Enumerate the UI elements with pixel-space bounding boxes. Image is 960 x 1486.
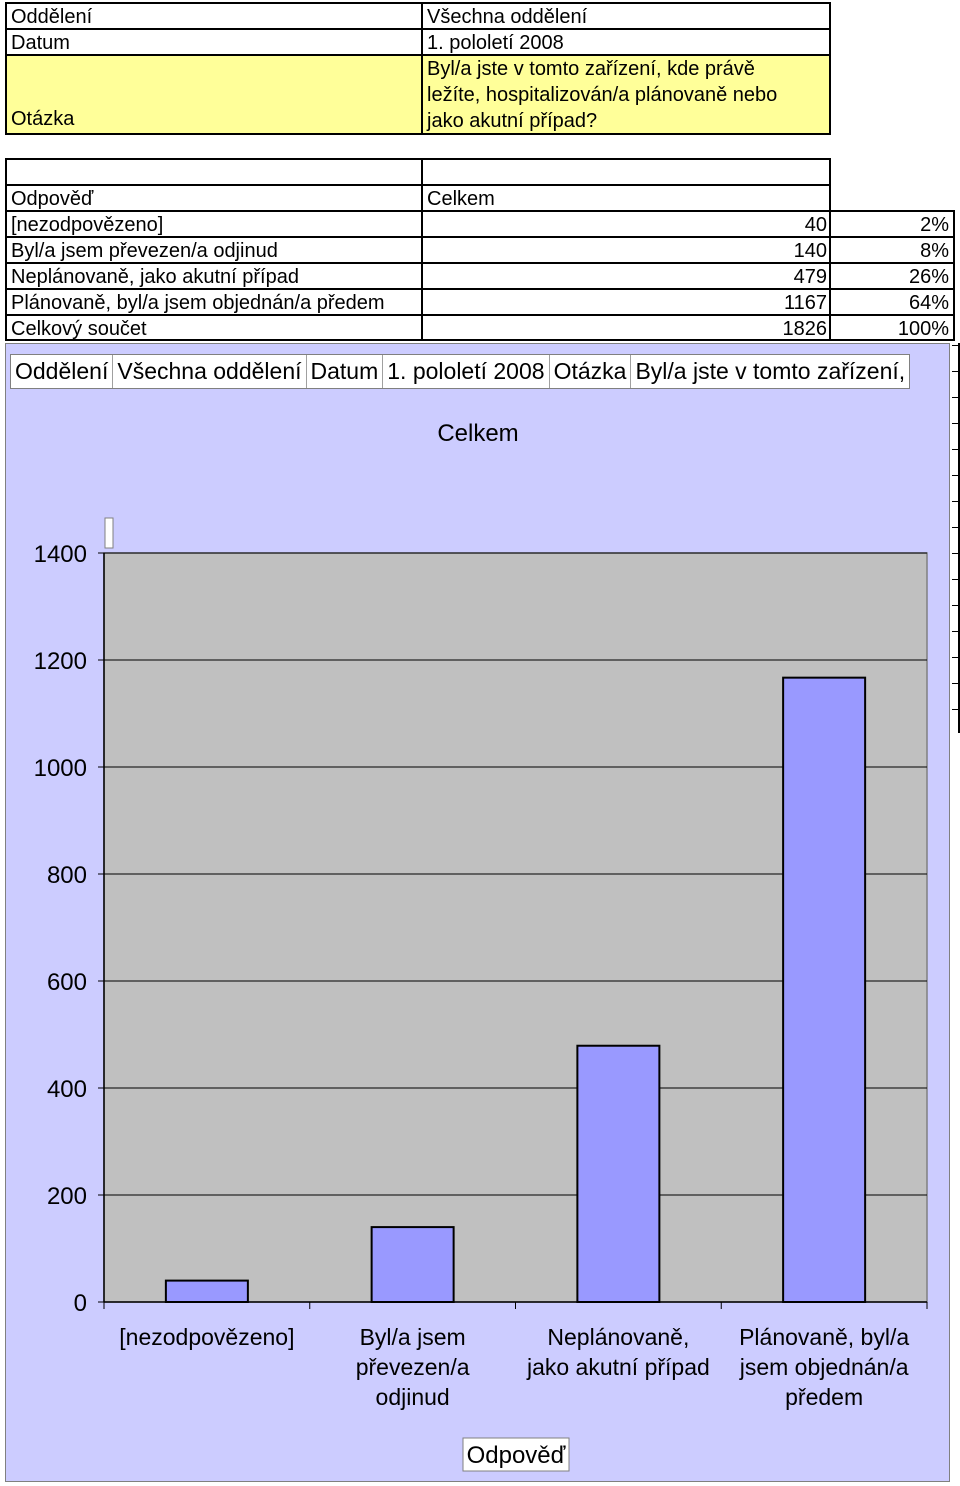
x-tick-label: jako akutní případ (526, 1354, 710, 1380)
x-tick-label: předem (785, 1384, 863, 1410)
y-tick-label: 200 (47, 1183, 87, 1210)
oddeleni-value: Všechna oddělení (421, 2, 831, 29)
edge-tick (952, 475, 958, 476)
x-tick-label: Byl/a jsem (360, 1324, 466, 1350)
x-tick-label: Plánovaně, byl/a (739, 1324, 909, 1350)
x-tick-label: odjinud (376, 1384, 450, 1410)
y-tick-label: 1400 (34, 541, 87, 568)
pivot-filter-bar: Oddělení Všechna oddělení Datum 1. polol… (10, 354, 911, 389)
y-tick-label: 1000 (34, 755, 87, 782)
edge-tick (952, 657, 958, 658)
table-row-count: 1167 (421, 288, 831, 315)
table-row-label: [nezodpovězeno] (5, 210, 423, 237)
x-tick-label: Neplánovaně, (547, 1324, 689, 1350)
edge-tick (952, 449, 958, 450)
table-row-count: 140 (421, 236, 831, 263)
table-row-label: Plánovaně, byl/a jsem objednán/a předem (5, 288, 423, 315)
datum-label: Datum (5, 28, 423, 55)
edge-tick (952, 397, 958, 398)
edge-tick (952, 501, 958, 502)
edge-tick (952, 423, 958, 424)
table-row-count: 479 (421, 262, 831, 289)
otazka-value: Byl/a jste v tomto zařízení, kde právě l… (421, 54, 831, 135)
otazka-line-1: Byl/a jste v tomto zařízení, kde právě (427, 58, 755, 80)
edge-tick (952, 709, 958, 710)
bar (782, 676, 867, 1303)
x-tick-label: převezen/a (356, 1354, 470, 1380)
edge-tick (952, 527, 958, 528)
y-tick-label: 800 (47, 862, 87, 889)
bar (164, 1279, 249, 1303)
table-row-label: Celkový součet (5, 314, 423, 341)
table-row-label: Byl/a jsem převezen/a odjinud (5, 236, 423, 263)
x-axis-field-button[interactable]: Odpověď (467, 1442, 566, 1469)
edge-tick (952, 631, 958, 632)
edge-tick (952, 371, 958, 372)
edge-tick (952, 345, 958, 346)
edge-tick (952, 683, 958, 684)
y-tick-label: 600 (47, 969, 87, 996)
table-row-label: Neplánovaně, jako akutní případ (5, 262, 423, 289)
edge-tick (952, 553, 958, 554)
table-row-percent: 26% (829, 262, 955, 289)
otazka-label-cell: Otázka (5, 54, 423, 135)
filter-otazka-value[interactable]: Byl/a jste v tomto zařízení, (631, 355, 910, 388)
x-tick-label: jsem objednán/a (739, 1354, 909, 1380)
edge-line (958, 343, 960, 733)
x-tick-label: [nezodpovězeno] (119, 1324, 294, 1350)
otazka-line-2: ležíte, hospitalizován/a plánovaně nebo (427, 84, 778, 106)
table-row-percent: 2% (829, 210, 955, 237)
table-row-count: 1826 (421, 314, 831, 341)
col-header-answer: Odpověď (5, 184, 423, 211)
filter-datum-value[interactable]: 1. pololetí 2008 (383, 355, 550, 388)
edge-tick (952, 579, 958, 580)
filter-oddeleni-value[interactable]: Všechna oddělení (113, 355, 307, 388)
filter-oddeleni-button[interactable]: Oddělení (11, 355, 114, 388)
table-row-percent: 8% (829, 236, 955, 263)
table-row-percent: 100% (829, 314, 955, 341)
bar (576, 1044, 661, 1303)
edge-tick (952, 605, 958, 606)
plot-corner-marker (104, 517, 114, 549)
otazka-line-3: jako akutní případ? (427, 110, 598, 132)
otazka-label: Otázka (11, 108, 75, 130)
y-tick-label: 1200 (34, 648, 87, 675)
datum-value: 1. pololetí 2008 (421, 28, 831, 55)
bar (370, 1226, 455, 1303)
y-tick-label: 400 (47, 1076, 87, 1103)
col-header-total: Celkem (421, 184, 831, 211)
filter-datum-button[interactable]: Datum (306, 355, 384, 388)
sheet-edge-marks (950, 343, 960, 733)
chart-title: Celkem (437, 420, 518, 447)
table-row-count: 40 (421, 210, 831, 237)
oddeleni-label: Oddělení (5, 2, 423, 29)
filter-otazka-button[interactable]: Otázka (549, 355, 632, 388)
x-axis-field-button-bg[interactable] (462, 1437, 570, 1472)
table-row-percent: 64% (829, 288, 955, 315)
pivot-spacer-left (5, 158, 423, 185)
pivot-spacer-right (421, 158, 831, 185)
y-tick-label: 0 (74, 1290, 87, 1317)
